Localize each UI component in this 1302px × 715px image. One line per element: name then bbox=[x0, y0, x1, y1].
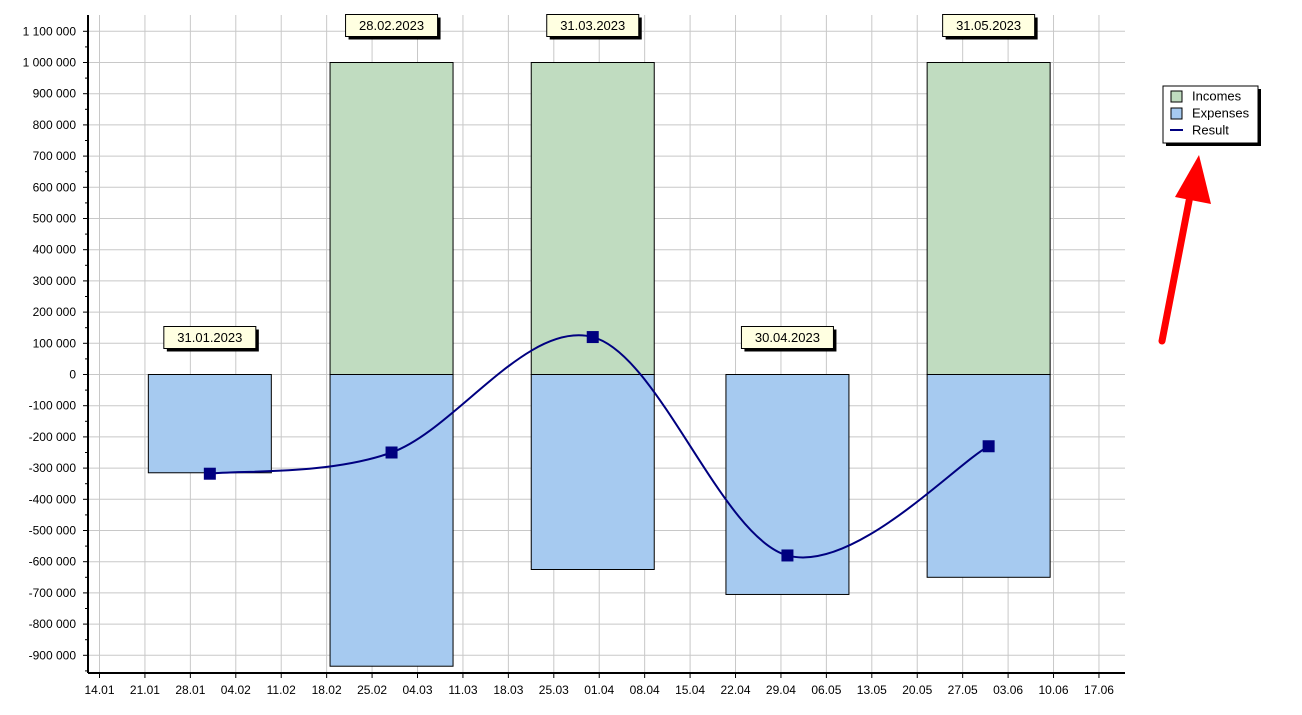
x-tick-label: 11.02 bbox=[267, 683, 296, 697]
x-tick-label: 04.02 bbox=[221, 683, 251, 697]
arrow-shaft bbox=[1158, 192, 1194, 345]
date-label: 31.05.2023 bbox=[942, 14, 1038, 40]
x-tick-label: 08.04 bbox=[630, 683, 660, 697]
bar-expenses bbox=[725, 374, 850, 595]
date-label: 28.02.2023 bbox=[345, 14, 441, 40]
y-tick-label: -900 000 bbox=[29, 648, 77, 662]
bar-expenses bbox=[530, 374, 655, 570]
x-tick-label: 22.04 bbox=[721, 683, 751, 697]
bar-expenses bbox=[147, 374, 272, 474]
bar-incomes bbox=[530, 62, 655, 375]
result-marker bbox=[203, 467, 216, 480]
y-tick-label: 200 000 bbox=[33, 305, 77, 319]
y-tick-label: -700 000 bbox=[29, 586, 77, 600]
x-tick-label: 14.01 bbox=[84, 683, 114, 697]
y-tick-label: -500 000 bbox=[29, 524, 77, 538]
x-tick-label: 20.05 bbox=[902, 683, 932, 697]
result-marker bbox=[781, 549, 794, 562]
legend-label-incomes: Incomes bbox=[1192, 89, 1242, 104]
y-tick-label: -300 000 bbox=[29, 461, 77, 475]
date-label-box bbox=[942, 14, 1036, 37]
x-tick-label: 17.06 bbox=[1084, 683, 1114, 697]
y-tick-label: 800 000 bbox=[33, 118, 77, 132]
date-label-text: 30.04.2023 bbox=[755, 330, 820, 345]
bar-expenses bbox=[329, 374, 454, 667]
legend: Incomes Expenses Result bbox=[1162, 85, 1261, 146]
y-tick-label: 300 000 bbox=[33, 274, 77, 288]
y-tick-label: 600 000 bbox=[33, 180, 77, 194]
date-label-box bbox=[546, 14, 640, 37]
date-label: 31.01.2023 bbox=[163, 326, 259, 352]
y-tick-label: -600 000 bbox=[29, 555, 77, 569]
y-tick-label: 700 000 bbox=[33, 149, 77, 163]
result-marker bbox=[982, 440, 995, 453]
date-label-box bbox=[345, 14, 439, 37]
date-label-text: 28.02.2023 bbox=[359, 18, 424, 33]
x-tick-label: 18.03 bbox=[493, 683, 523, 697]
legend-swatch-incomes bbox=[1170, 90, 1183, 103]
bar-incomes bbox=[926, 62, 1051, 375]
x-tick-label: 25.03 bbox=[539, 683, 569, 697]
x-tick-label: 06.05 bbox=[811, 683, 841, 697]
x-tick-label: 21.01 bbox=[130, 683, 160, 697]
y-tick-label: -800 000 bbox=[29, 617, 77, 631]
y-tick-label: 1 100 000 bbox=[23, 24, 77, 38]
date-label: 31.03.2023 bbox=[546, 14, 642, 40]
date-label-text: 31.03.2023 bbox=[560, 18, 625, 33]
arrow-head bbox=[1175, 155, 1211, 204]
date-label-text: 31.01.2023 bbox=[177, 330, 242, 345]
date-label-text: 31.05.2023 bbox=[956, 18, 1021, 33]
y-tick-label: 500 000 bbox=[33, 212, 77, 226]
result-marker bbox=[385, 446, 398, 459]
y-tick-label: 900 000 bbox=[33, 87, 77, 101]
date-label-box bbox=[740, 326, 834, 349]
y-tick-label: -400 000 bbox=[29, 492, 77, 506]
x-tick-label: 25.02 bbox=[357, 683, 387, 697]
x-tick-label: 15.04 bbox=[675, 683, 705, 697]
x-tick-label: 01.04 bbox=[584, 683, 614, 697]
result-line bbox=[209, 334, 990, 559]
red-arrow-icon bbox=[1158, 155, 1211, 345]
x-tick-label: 18.02 bbox=[312, 683, 342, 697]
y-tick-label: 100 000 bbox=[33, 336, 77, 350]
bar-incomes bbox=[329, 62, 454, 375]
y-tick-label: -100 000 bbox=[29, 399, 77, 413]
x-tick-label: 10.06 bbox=[1039, 683, 1069, 697]
y-tick-label: 400 000 bbox=[33, 243, 77, 257]
y-tick-label: 1 000 000 bbox=[23, 56, 77, 70]
y-tick-label: 0 bbox=[69, 368, 76, 382]
x-tick-label: 04.03 bbox=[402, 683, 432, 697]
x-tick-label: 03.06 bbox=[993, 683, 1023, 697]
x-tick-label: 13.05 bbox=[857, 683, 887, 697]
x-tick-label: 29.04 bbox=[766, 683, 796, 697]
x-tick-label: 27.05 bbox=[948, 683, 978, 697]
date-label-box bbox=[163, 326, 257, 349]
bar-expenses bbox=[926, 374, 1051, 578]
legend-label-expenses: Expenses bbox=[1192, 106, 1250, 121]
x-tick-label: 28.01 bbox=[175, 683, 205, 697]
result-marker bbox=[586, 331, 599, 344]
legend-swatch-expenses bbox=[1170, 107, 1183, 120]
x-tick-label: 11.03 bbox=[448, 683, 477, 697]
y-tick-label: -200 000 bbox=[29, 430, 77, 444]
date-label: 30.04.2023 bbox=[740, 326, 837, 352]
legend-label-result: Result bbox=[1192, 123, 1229, 138]
